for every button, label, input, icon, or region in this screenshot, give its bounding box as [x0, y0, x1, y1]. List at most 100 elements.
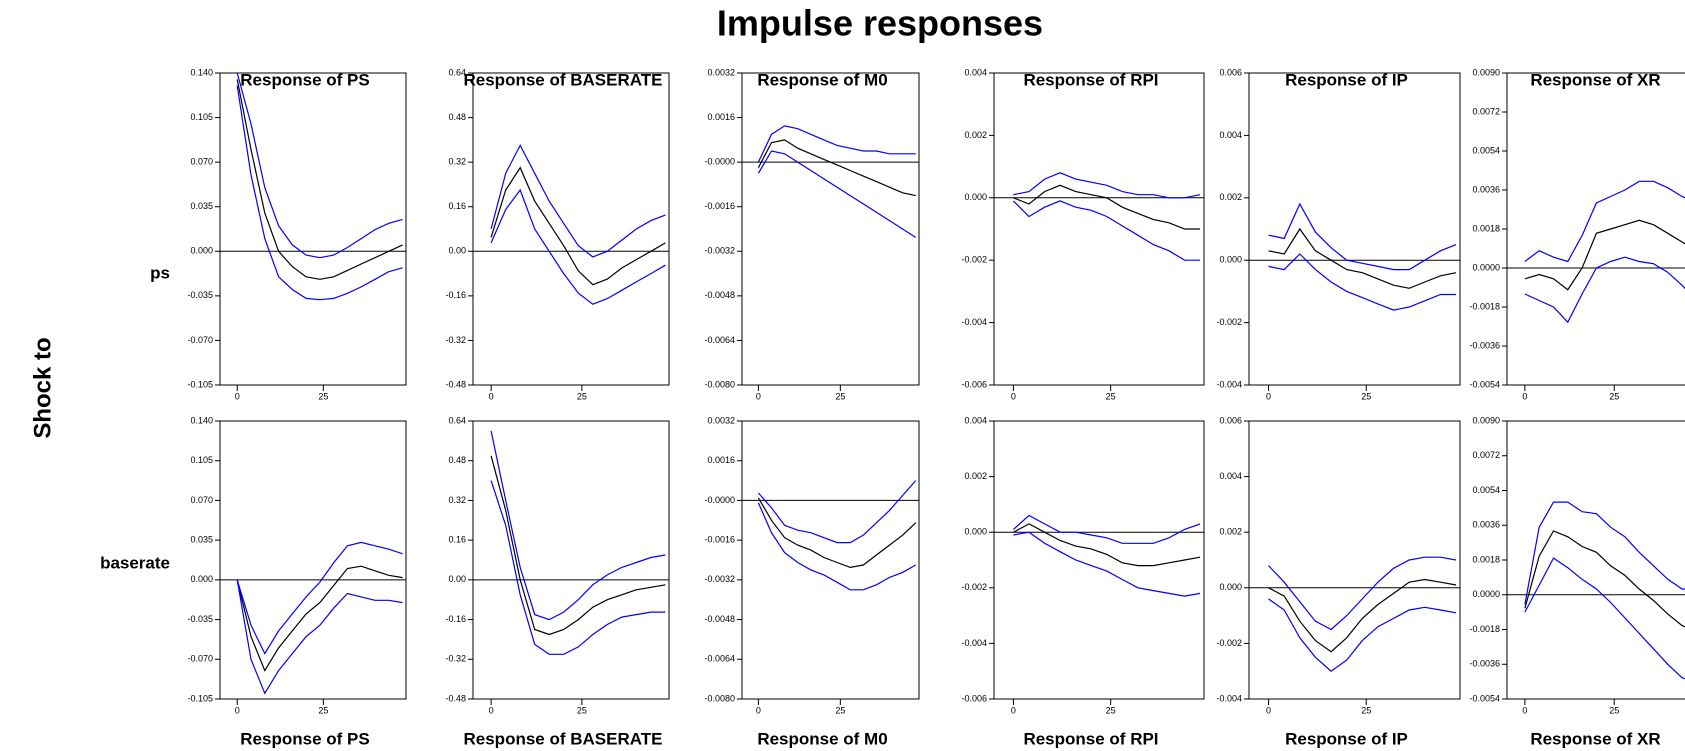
x-tick-label: 25	[318, 705, 328, 715]
y-tick-label: 0.0036	[1472, 520, 1500, 530]
y-tick-label: 0.0090	[1472, 415, 1500, 425]
x-tick-label: 0	[756, 391, 761, 401]
chart-title: Response of XR	[1530, 729, 1660, 748]
response-line	[757, 480, 917, 544]
response-line	[1268, 556, 1457, 631]
y-tick-label: 0.002	[1219, 192, 1242, 202]
y-tick-label: 0.004	[964, 415, 987, 425]
y-tick-label: -0.32	[445, 335, 466, 345]
plot-frame	[1506, 72, 1685, 386]
y-tick-label: -0.105	[187, 693, 213, 703]
x-tick-label: 25	[577, 391, 587, 401]
y-tick-label: -0.48	[445, 379, 466, 389]
plot-frame	[219, 72, 407, 386]
y-tick-label: 0.0000	[1472, 589, 1500, 599]
response-line	[1268, 598, 1457, 672]
y-tick-label: 0.0016	[707, 112, 735, 122]
y-tick-label: 0.0032	[707, 67, 735, 77]
response-line	[1524, 501, 1685, 605]
y-tick-label: 0.140	[190, 415, 213, 425]
x-tick-label: 0	[235, 391, 240, 401]
x-tick-label: 0	[1266, 391, 1271, 401]
response-line	[1524, 256, 1685, 324]
response-line	[1524, 557, 1685, 680]
y-tick-label: 0.000	[1219, 582, 1242, 592]
y-tick-label: -0.070	[187, 335, 213, 345]
plot-frame	[993, 420, 1205, 700]
y-tick-label: -0.32	[445, 654, 466, 664]
y-tick-label: -0.0018	[1469, 624, 1500, 634]
y-tick-label: 0.0018	[1472, 223, 1500, 233]
x-tick-label: 25	[577, 705, 587, 715]
y-tick-label: -0.004	[961, 317, 987, 327]
y-tick-label: 0.006	[1219, 415, 1242, 425]
y-tick-label: -0.16	[445, 290, 466, 300]
y-tick-label: -0.035	[187, 614, 213, 624]
response-line	[1524, 219, 1685, 291]
y-tick-label: 0.0016	[707, 455, 735, 465]
plot-frame	[993, 72, 1205, 386]
y-tick-label: -0.0032	[704, 574, 735, 584]
y-tick-label: -0.0064	[704, 654, 735, 664]
response-line	[490, 166, 666, 286]
chart-title: Response of BASERATE	[464, 70, 663, 89]
y-tick-label: -0.0080	[704, 379, 735, 389]
plot-lines	[236, 541, 403, 695]
x-tick-label: 25	[1361, 705, 1371, 715]
plot-lines	[490, 144, 666, 305]
y-tick-label: 0.000	[1219, 255, 1242, 265]
x-tick-label: 0	[756, 705, 761, 715]
response-line	[236, 79, 403, 280]
y-tick-label: -0.0048	[704, 614, 735, 624]
response-line	[757, 150, 917, 238]
response-line	[1013, 523, 1201, 567]
y-tick-label: 0.64	[448, 67, 466, 77]
y-tick-label: 0.004	[1219, 471, 1242, 481]
y-tick-label: 0.0090	[1472, 67, 1500, 77]
response-line	[1013, 531, 1201, 597]
y-tick-label: -0.48	[445, 693, 466, 703]
plot-lines	[1268, 202, 1457, 311]
y-tick-label: 0.0000	[1472, 262, 1500, 272]
plot-lines	[1012, 172, 1201, 261]
chart-title: Response of PS	[240, 729, 369, 748]
response-line	[490, 480, 666, 655]
y-tick-label: 0.0032	[707, 415, 735, 425]
response-line	[490, 430, 666, 621]
y-tick-label: 0.0018	[1472, 554, 1500, 564]
shock-label: Shock to	[29, 337, 56, 438]
y-tick-label: -0.035	[187, 290, 213, 300]
y-tick-label: -0.0054	[1469, 379, 1500, 389]
response-line	[757, 139, 916, 197]
y-tick-label: 0.000	[964, 192, 987, 202]
x-tick-label: 25	[835, 391, 845, 401]
y-tick-label: -0.0064	[704, 335, 735, 345]
y-tick-label: -0.0000	[704, 157, 735, 167]
chart-title: Response of M0	[757, 70, 887, 89]
y-tick-label: -0.0016	[704, 535, 735, 545]
y-tick-label: 0.32	[448, 157, 466, 167]
x-tick-label: 0	[1266, 705, 1271, 715]
y-tick-label: 0.16	[448, 535, 466, 545]
y-tick-label: -0.16	[445, 614, 466, 624]
plot-frame	[1248, 72, 1461, 386]
plot-lines	[236, 72, 403, 301]
y-tick-label: -0.070	[187, 654, 213, 664]
plot-frame	[1248, 420, 1461, 700]
y-tick-label: 0.035	[190, 535, 213, 545]
y-tick-label: -0.004	[961, 638, 987, 648]
y-tick-label: 0.000	[964, 527, 987, 537]
y-tick-label: 0.000	[190, 246, 213, 256]
y-tick-label: 0.002	[1219, 527, 1242, 537]
x-tick-label: 0	[235, 705, 240, 715]
response-line	[236, 565, 403, 672]
y-tick-label: -0.006	[961, 693, 987, 703]
plot-lines	[1524, 501, 1685, 680]
response-line	[236, 579, 403, 695]
response-line	[1268, 253, 1457, 311]
chart-title: Response of IP	[1285, 729, 1408, 748]
y-tick-label: -0.0018	[1469, 301, 1500, 311]
y-tick-label: -0.004	[1216, 379, 1242, 389]
y-tick-label: 0.002	[964, 130, 987, 140]
